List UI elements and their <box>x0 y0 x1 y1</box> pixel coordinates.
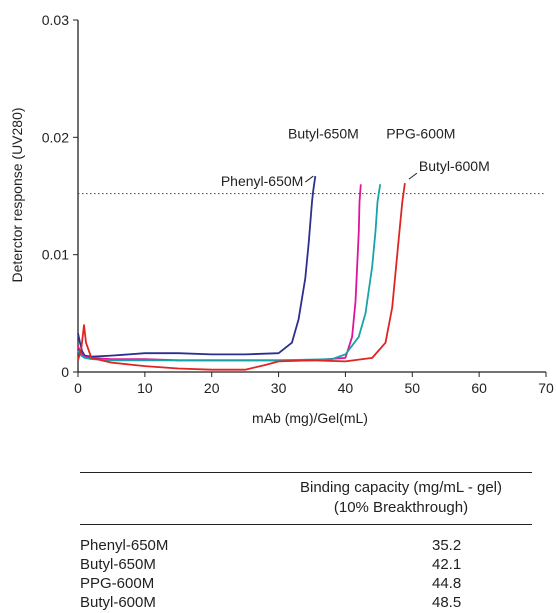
table-top-rule <box>80 472 532 473</box>
table-row: PPG-600M 44.8 <box>80 574 532 594</box>
x-axis-ticks: 0 10 20 30 40 50 60 70 <box>74 372 554 396</box>
x-tick-label: 40 <box>338 380 354 396</box>
annotation-leader <box>305 175 314 183</box>
table-row-name: Phenyl-650M <box>80 537 169 554</box>
breakthrough-chart: 0 10 20 30 40 50 60 70 0 0.01 0.02 0.03 Phenyl-650… <box>9 12 554 426</box>
x-tick-label: 50 <box>404 380 420 396</box>
series-annotations: Phenyl-650M Butyl-650M PPG-600M Butyl-600M <box>221 125 490 189</box>
chart-axes <box>77 20 546 373</box>
table-row-value: 35.2 <box>432 537 462 554</box>
y-tick-label: 0.03 <box>42 12 69 28</box>
x-axis-label: mAb (mg)/Gel(mL) <box>252 410 368 426</box>
series-line <box>77 182 406 371</box>
annotation-leader <box>408 172 418 180</box>
table-row: Butyl-600M 48.5 <box>80 593 532 613</box>
x-tick-label: 60 <box>471 380 487 396</box>
y-tick-label: 0 <box>61 364 69 380</box>
series-line <box>77 184 382 362</box>
table-row-name: Butyl-600M <box>80 594 156 611</box>
table-row-value: 44.8 <box>432 575 462 592</box>
x-tick-label: 0 <box>74 380 82 396</box>
x-tick-label: 70 <box>538 380 554 396</box>
table-header-line2: (10% Breakthrough) <box>333 499 469 516</box>
y-axis-ticks: 0 0.01 0.02 0.03 <box>42 12 78 380</box>
table-row: Butyl-650M 42.1 <box>80 555 532 575</box>
series-annotation: Butyl-600M <box>419 158 490 174</box>
table-header-rule <box>80 524 532 525</box>
table-row-value: 42.1 <box>432 556 462 573</box>
x-tick-label: 10 <box>137 380 153 396</box>
y-tick-label: 0.01 <box>42 247 69 263</box>
table-row-name: PPG-600M <box>80 575 155 592</box>
table-row: Phenyl-650M 35.2 <box>80 536 532 556</box>
series-annotation: Butyl-650M <box>288 125 359 141</box>
series-line <box>77 175 317 358</box>
x-tick-label: 30 <box>271 380 287 396</box>
y-axis-label: Deterctor response (UV280) <box>9 107 25 282</box>
table-header: Binding capacity (mg/mL - gel) (10% Brea… <box>270 478 532 518</box>
table-row-value: 48.5 <box>432 594 462 611</box>
series-annotation: Phenyl-650M <box>221 173 304 189</box>
series-annotation: PPG-600M <box>386 125 455 141</box>
table-header-line1: Binding capacity (mg/mL - gel) <box>299 479 503 496</box>
table-row-name: Butyl-650M <box>80 556 156 573</box>
x-tick-label: 20 <box>204 380 220 396</box>
series-lines <box>77 175 406 371</box>
y-tick-label: 0.02 <box>42 129 69 145</box>
series-line <box>77 184 362 362</box>
